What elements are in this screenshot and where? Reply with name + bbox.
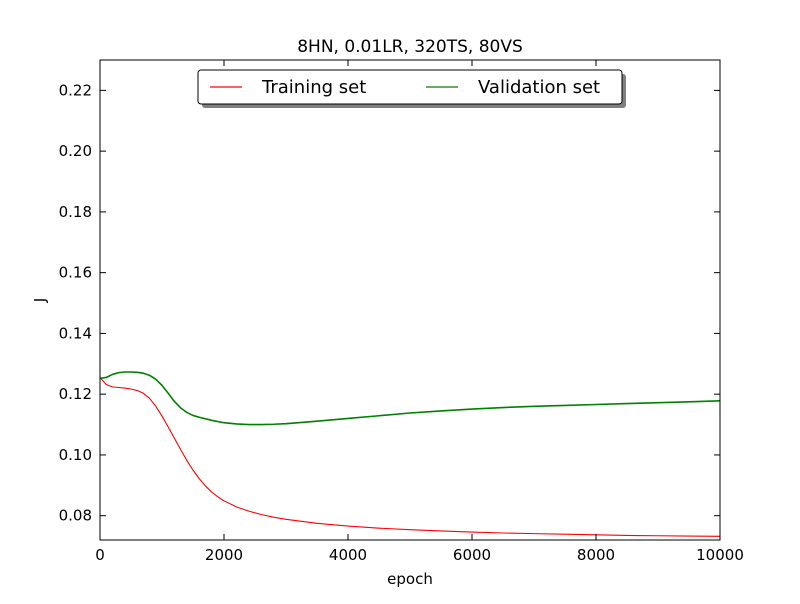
legend-label-training-set: Training set <box>261 77 366 98</box>
y-tick-label: 0.14 <box>59 324 92 342</box>
y-tick-label: 0.20 <box>59 142 92 160</box>
y-tick-label: 0.10 <box>59 446 92 464</box>
legend-label-validation-set: Validation set <box>478 77 600 98</box>
y-tick-label: 0.18 <box>59 203 92 221</box>
plot-area: 0 2000 4000 6000 8000 10000 0.08 0.10 0.12 0.14 0.… <box>59 59 744 564</box>
legend: Training set Validation set <box>197 69 626 108</box>
x-tick-label: 4000 <box>329 546 367 564</box>
y-tick-label: 0.22 <box>59 81 92 99</box>
x-tick-label: 0 <box>95 546 105 564</box>
x-tick-label: 6000 <box>453 546 491 564</box>
series-line-training-set <box>99 377 721 537</box>
series-line-validation-set <box>99 371 721 426</box>
x-tick-label: 10000 <box>696 546 744 564</box>
x-tick-label: 8000 <box>577 546 615 564</box>
x-axis-label: epoch <box>387 570 433 588</box>
y-tick-label: 0.08 <box>59 507 92 525</box>
chart-title: 8HN, 0.01LR, 320TS, 80VS <box>297 37 523 57</box>
y-axis-label: J <box>31 298 49 303</box>
y-tick-label: 0.16 <box>59 264 92 282</box>
legend-box <box>197 69 623 105</box>
plot-frame <box>99 59 721 541</box>
y-tick-label: 0.12 <box>59 385 92 403</box>
x-tick-label: 2000 <box>205 546 243 564</box>
